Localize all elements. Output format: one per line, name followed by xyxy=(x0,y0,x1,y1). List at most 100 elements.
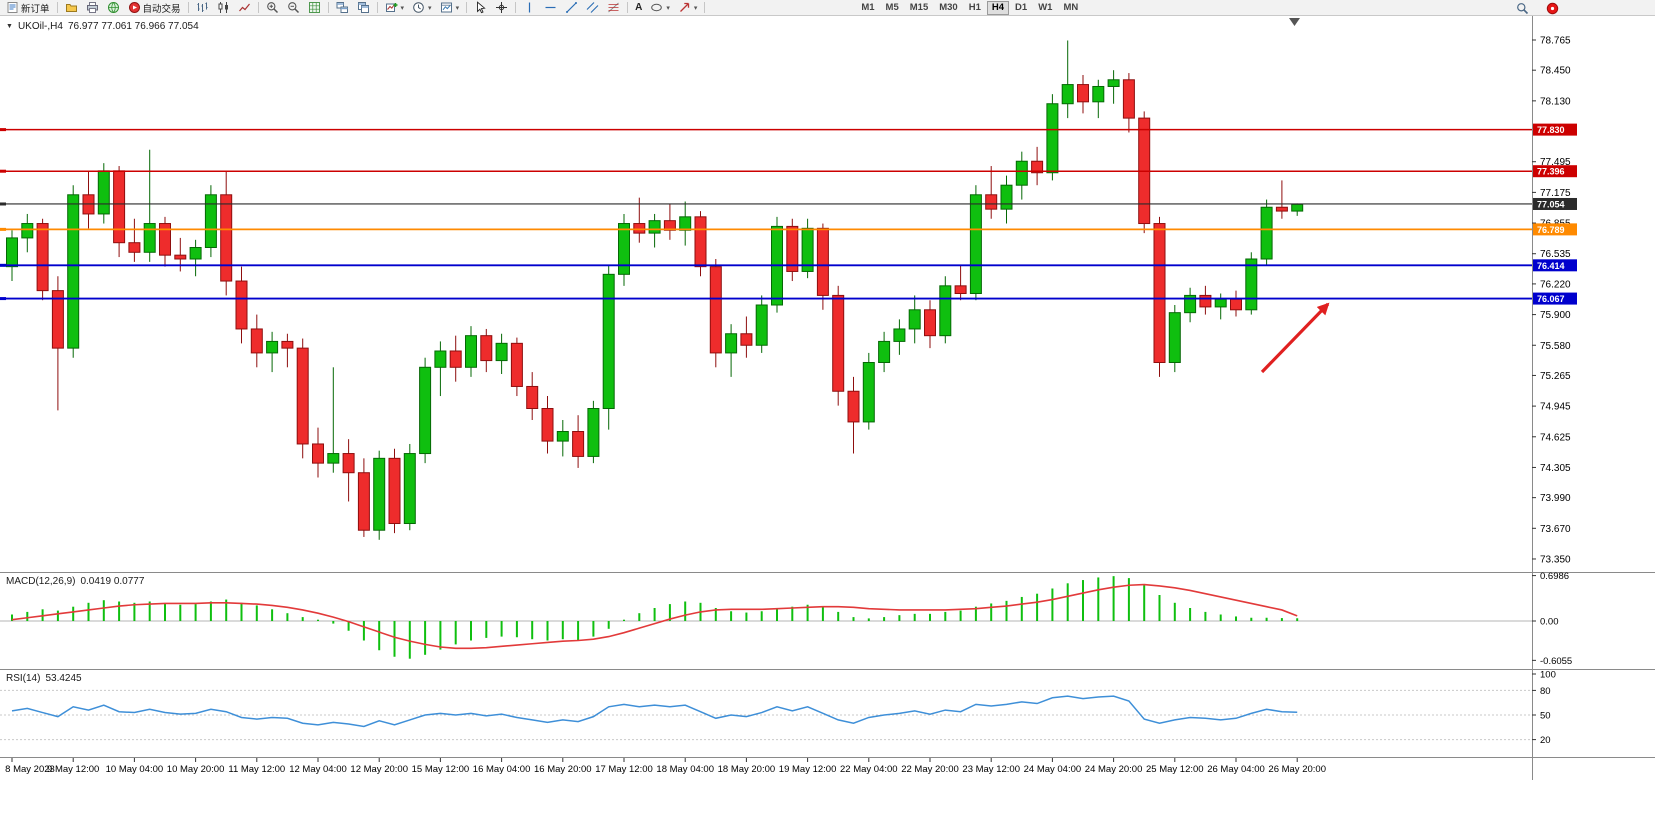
timeframe-m15-button[interactable]: M15 xyxy=(905,1,933,15)
candle-body xyxy=(189,246,202,260)
toolbar-right-group xyxy=(1512,1,1563,15)
arrows-dropdown[interactable]: ▾ xyxy=(674,1,702,15)
time-label: 25 May 12:00 xyxy=(1146,764,1204,775)
print-button[interactable] xyxy=(82,1,103,15)
chart-shift-marker[interactable] xyxy=(1289,18,1300,26)
toolbar-separator xyxy=(257,2,259,13)
horizontal-line-button[interactable] xyxy=(540,1,561,15)
candle-body xyxy=(1046,103,1059,174)
period-dropdown[interactable]: ▾ xyxy=(408,1,436,15)
timeframe-mn-button[interactable]: MN xyxy=(1058,1,1083,15)
time-label: 22 May 20:00 xyxy=(901,764,959,775)
candle-body xyxy=(159,223,171,256)
price-line-left-marker xyxy=(0,169,6,173)
shapes-dropdown[interactable]: ▾ xyxy=(646,1,674,15)
price-line-left-marker xyxy=(0,202,6,206)
time-label: 10 May 04:00 xyxy=(106,764,164,775)
time-label: 18 May 20:00 xyxy=(718,764,776,775)
trendline-button[interactable] xyxy=(561,1,582,15)
rsi-value: 53.4245 xyxy=(45,673,82,684)
search-button[interactable] xyxy=(1512,1,1533,15)
candle-body xyxy=(36,223,49,292)
price-badge xyxy=(1533,123,1577,136)
candle-body xyxy=(526,385,539,410)
channel-button[interactable] xyxy=(582,1,603,15)
candle-body xyxy=(755,304,768,346)
time-label: 24 May 20:00 xyxy=(1085,764,1143,775)
chevron-down-icon: ▾ xyxy=(455,4,460,12)
candle-body xyxy=(281,340,294,349)
zoom-in-button[interactable] xyxy=(262,1,283,15)
price-tick-label: 75.900 xyxy=(1540,310,1571,321)
price-tick-label: 73.670 xyxy=(1540,524,1571,535)
text-tool-button[interactable]: A xyxy=(631,1,646,15)
timeframe-h4-button[interactable]: H4 xyxy=(986,0,1010,15)
vertical-line-button[interactable] xyxy=(519,1,540,15)
time-label: 10 May 20:00 xyxy=(167,764,225,775)
annotation-arrow[interactable] xyxy=(1260,302,1330,374)
tile-windows-button[interactable] xyxy=(332,1,353,15)
candle-body xyxy=(832,294,845,392)
candle-body xyxy=(1168,312,1181,364)
cascade-windows-button[interactable] xyxy=(353,1,374,15)
candle-body xyxy=(266,340,279,354)
candle-body xyxy=(449,350,462,368)
macd-values: 0.0419 0.0777 xyxy=(80,576,145,587)
candle-body xyxy=(648,220,661,234)
candle-body xyxy=(1122,79,1135,119)
candle-body xyxy=(97,170,110,215)
profiles-button[interactable] xyxy=(61,1,82,15)
candle-body xyxy=(465,335,477,368)
price-badge xyxy=(1533,197,1577,210)
candle-body xyxy=(434,350,447,368)
price-badge-label: 76.789 xyxy=(1537,225,1565,235)
toolbar-separator xyxy=(515,2,517,13)
candle-body xyxy=(312,443,324,464)
trendline-icon xyxy=(565,1,578,14)
candle-body xyxy=(878,340,891,364)
timeframe-m5-button[interactable]: M5 xyxy=(881,1,904,15)
zoom-in-icon xyxy=(266,1,279,14)
candle-body xyxy=(403,453,416,525)
grid-button[interactable] xyxy=(304,1,325,15)
macd-name: MACD(12,26,9) xyxy=(6,576,76,587)
candle-body xyxy=(602,273,615,410)
new-order-button[interactable]: 新订单 xyxy=(2,1,54,15)
crosshair-icon xyxy=(495,1,508,14)
cursor-button[interactable] xyxy=(470,1,491,15)
line-chart-button[interactable] xyxy=(234,1,255,15)
text-tool-label: A xyxy=(635,2,643,13)
arrow-tool-icon xyxy=(678,1,691,14)
vertical-line-icon xyxy=(523,1,536,14)
horizontal-line-icon xyxy=(544,1,557,14)
notification-button[interactable] xyxy=(1542,1,1563,15)
crosshair-button[interactable] xyxy=(491,1,512,15)
line-chart-icon xyxy=(238,1,251,14)
bar-chart-button[interactable] xyxy=(192,1,213,15)
candle-body xyxy=(510,342,523,387)
template-dropdown[interactable]: ▾ xyxy=(436,1,464,15)
new-chart-dropdown[interactable]: ▾ xyxy=(381,1,409,15)
timeframe-h1-button[interactable]: H1 xyxy=(964,1,986,15)
new-order-label: 新订单 xyxy=(21,3,50,15)
candlestick-chart-button[interactable] xyxy=(213,1,234,15)
price-badge-label: 76.414 xyxy=(1537,261,1565,271)
timeframe-w1-button[interactable]: W1 xyxy=(1033,1,1057,15)
autotrading-button[interactable]: 自动交易 xyxy=(124,1,185,15)
new-order-icon xyxy=(6,1,19,14)
zoom-out-button[interactable] xyxy=(283,1,304,15)
timeframe-d1-button[interactable]: D1 xyxy=(1010,1,1032,15)
candle-body xyxy=(250,328,263,354)
price-badge xyxy=(1533,223,1577,236)
candle-body xyxy=(924,309,936,337)
web-button[interactable] xyxy=(103,1,124,15)
price-line-left-marker xyxy=(0,227,6,231)
collapse-chart-icon[interactable]: ▼ xyxy=(6,23,13,30)
timeframe-m30-button[interactable]: M30 xyxy=(934,1,962,15)
candle-body xyxy=(373,457,386,531)
fibonacci-icon xyxy=(607,1,620,14)
timeframe-m1-button[interactable]: M1 xyxy=(856,1,879,15)
fibonacci-button[interactable] xyxy=(603,1,624,15)
price-badge-label: 77.830 xyxy=(1537,125,1565,135)
